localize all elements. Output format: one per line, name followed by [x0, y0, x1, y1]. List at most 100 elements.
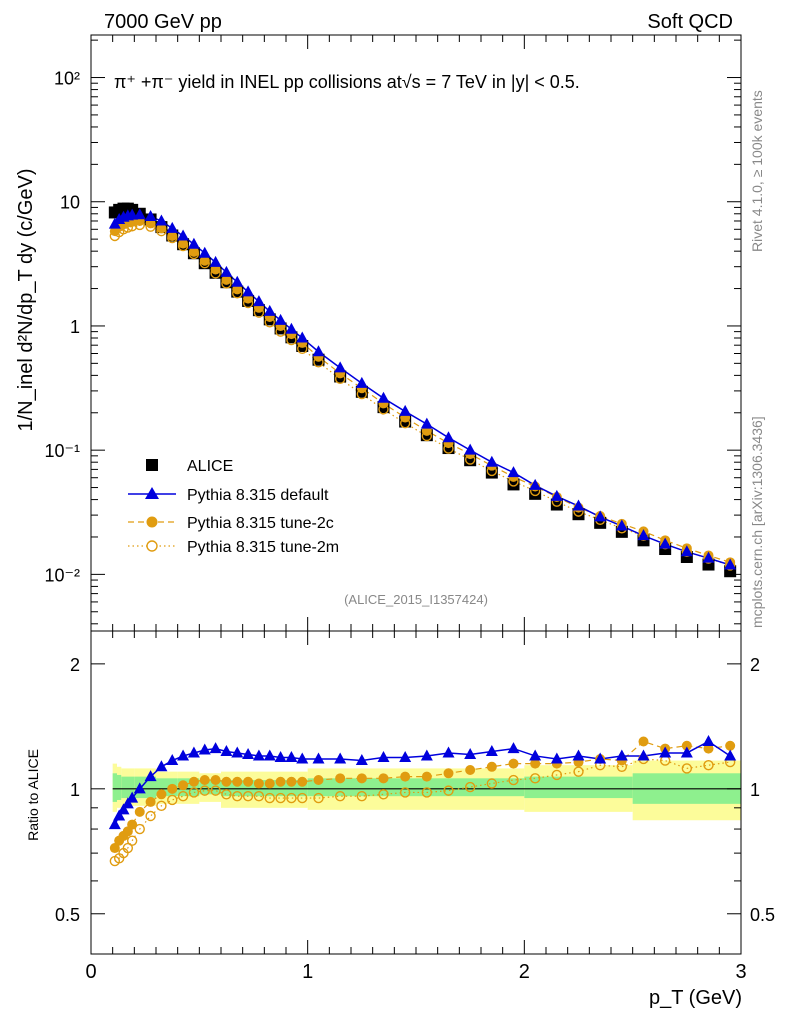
ratio-y-axis-label: Ratio to ALICE — [25, 749, 41, 841]
ratio-point-default — [144, 770, 157, 782]
ratio-point-tune-2c — [443, 768, 454, 779]
ratio-point-tune-2c — [134, 806, 145, 817]
ratio-band-inner — [221, 780, 308, 797]
ratio-point-default — [420, 749, 433, 761]
ratio-point-default — [442, 746, 455, 758]
ratio-point-default — [485, 745, 498, 757]
ratio-point-default — [724, 749, 737, 761]
ratio-y-tick-label-right: 2 — [750, 655, 760, 675]
data-point-default — [334, 361, 347, 373]
data-point-default — [312, 345, 325, 357]
data-point-default — [637, 529, 650, 541]
data-point-default — [377, 391, 390, 403]
ratio-point-default — [242, 747, 255, 759]
series-line-tune-2c — [114, 220, 731, 563]
ratio-point-default — [464, 747, 477, 759]
ratio-point-tune-2c — [221, 776, 232, 787]
ratio-point-tune-2c — [725, 740, 736, 751]
ratio-point-tune-2m — [464, 781, 476, 793]
ratio-point-tune-2c — [313, 775, 324, 786]
legend-label-tune-2m: Pythia 8.315 tune-2m — [187, 539, 339, 556]
legend: ALICE Pythia 8.315 default Pythia 8.315 … — [128, 458, 339, 556]
ratio-point-tune-2m — [221, 789, 232, 800]
ratio-point-tune-2c — [188, 776, 199, 787]
ratio-y-tick-label: 0.5 — [55, 905, 80, 925]
data-point-default — [355, 376, 368, 388]
main-y-tick-label: 10⁻¹ — [44, 441, 80, 461]
ratio-point-tune-2m — [313, 792, 324, 804]
ratio-point-tune-2m — [145, 810, 156, 822]
ratio-point-default — [126, 791, 139, 803]
ratio-point-tune-2m — [297, 792, 308, 804]
ratio-point-default — [615, 749, 628, 761]
ratio-point-tune-2c — [156, 789, 167, 800]
ratio-point-tune-2m — [134, 823, 145, 835]
legend-marker-tune-2m — [146, 540, 158, 552]
ratio-point-default — [355, 754, 368, 766]
data-point-default — [442, 431, 455, 443]
ratio-point-tune-2c — [167, 783, 178, 794]
ratio-point-default — [680, 746, 693, 758]
ratio-point-tune-2m — [188, 787, 200, 798]
data-point-default — [198, 246, 211, 258]
data-point-default — [133, 208, 146, 220]
data-point-default — [680, 545, 693, 557]
data-point-default — [420, 417, 433, 429]
ratio-point-tune-2c — [275, 776, 286, 787]
ratio-point-default — [121, 797, 134, 809]
rivet-version-label: Rivet 4.1.0, ≥ 100k events — [749, 90, 765, 252]
ratio-point-tune-2m — [551, 769, 563, 781]
ratio-point-tune-2c — [297, 776, 308, 787]
data-point-default — [155, 214, 168, 226]
plot-title: π⁺ +π⁻ yield in INEL pp collisions at√s … — [114, 72, 580, 92]
data-point-default — [550, 489, 563, 501]
ratio-point-tune-2m — [275, 792, 286, 804]
x-tick-label: 1 — [302, 961, 313, 983]
ratio-point-default — [377, 750, 390, 762]
data-point-tune-2c — [178, 238, 189, 249]
data-point-tune-2c — [188, 246, 199, 257]
data-point-default — [231, 275, 244, 287]
data-point-alice — [572, 508, 585, 521]
main-y-axis-label: 1/N_inel d²N/dp_T dy (c/GeV) — [15, 168, 37, 431]
ratio-point-tune-2m — [242, 790, 254, 802]
legend-label-default: Pythia 8.315 default — [187, 487, 329, 504]
ratio-point-tune-2m — [443, 785, 454, 796]
ratio-point-tune-2c — [264, 778, 275, 789]
ratio-point-default — [637, 749, 650, 761]
data-point-default — [507, 466, 520, 478]
ratio-point-tune-2m — [264, 792, 275, 804]
data-point-tune-2c — [156, 223, 167, 234]
data-point-default — [209, 255, 222, 267]
data-point-default — [263, 304, 276, 316]
ratio-point-tune-2m — [210, 785, 221, 796]
ratio-point-tune-2m — [508, 774, 519, 786]
ratio-point-default — [113, 809, 126, 821]
ratio-point-tune-2m — [156, 800, 167, 812]
legend-marker-alice — [146, 459, 158, 471]
ratio-point-tune-2c — [465, 765, 476, 776]
ratio-point-default — [659, 746, 672, 758]
ratio-point-tune-2c — [378, 773, 389, 784]
ratio-point-tune-2m — [199, 785, 210, 796]
ratio-point-tune-2c — [199, 775, 210, 786]
ratio-point-default — [177, 749, 190, 761]
ratio-point-default — [312, 752, 325, 764]
data-point-default — [242, 285, 255, 297]
ratio-point-default — [296, 752, 309, 764]
ratio-point-tune-2m — [486, 778, 498, 789]
ratio-point-tune-2c — [638, 736, 649, 747]
ratio-point-default — [263, 749, 276, 761]
data-point-default — [285, 322, 298, 334]
ratio-y-tick-label-right: 0.5 — [750, 905, 775, 925]
ratio-point-tune-2c — [232, 776, 243, 787]
ratio-point-tune-2c — [145, 796, 156, 807]
data-point-default — [659, 537, 672, 549]
ratio-point-tune-2c — [703, 743, 714, 754]
data-point-default — [296, 331, 309, 343]
main-plot-panel: 10⁻² 10⁻¹ 1 10 10² π⁺ +π⁻ yield in INEL pp c… — [15, 34, 742, 632]
ratio-point-tune-2c — [286, 776, 297, 787]
ratio-point-default — [133, 782, 146, 794]
analysis-watermark: (ALICE_2015_I1357424) — [344, 592, 488, 607]
ratio-y-tick-label-right: 1 — [750, 780, 760, 800]
